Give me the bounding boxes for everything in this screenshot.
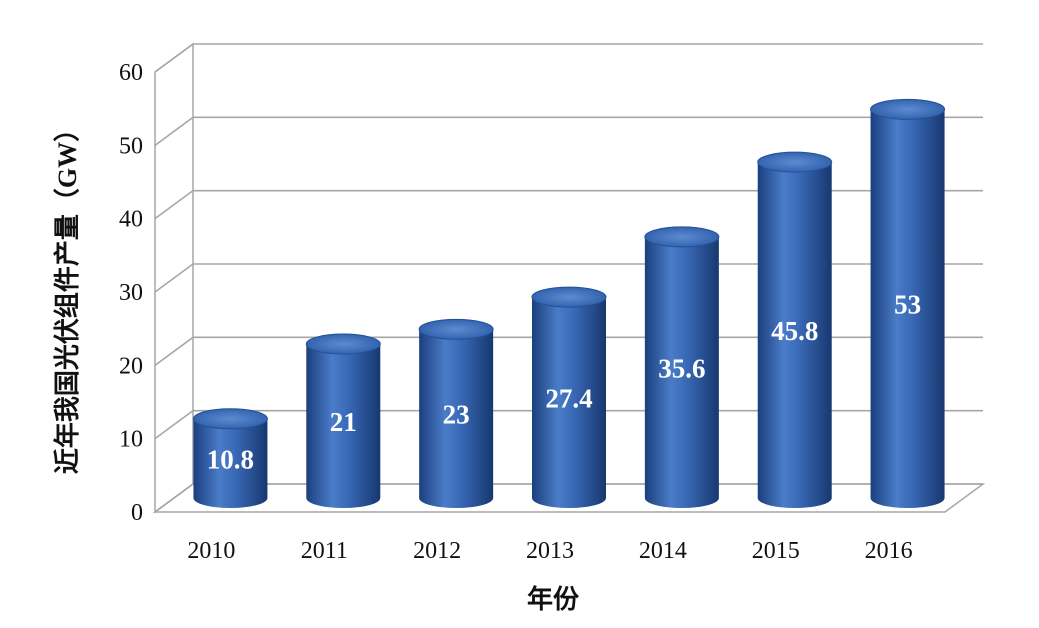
grid-lines: [154, 43, 983, 513]
bar: 45.8: [757, 151, 833, 508]
grid-line: [154, 409, 983, 440]
bar-body: [870, 109, 945, 508]
y-tick-label: 20: [119, 353, 143, 379]
y-tick-label: 60: [119, 60, 143, 86]
x-tick-label: 2015: [752, 538, 800, 564]
x-tick-label: 2012: [413, 538, 461, 564]
bar: 35.6: [644, 226, 720, 508]
bar-top: [757, 151, 833, 173]
y-axis-title: 近年我国光伏组件产量（GW）: [52, 116, 82, 474]
bar-body: [306, 344, 381, 508]
data-label: 21: [330, 407, 357, 437]
data-label: 27.4: [545, 384, 592, 414]
bar: 53: [870, 98, 946, 508]
x-tick-label: 2011: [301, 538, 348, 564]
grid-line: [154, 116, 983, 146]
bar: 10.8: [192, 408, 268, 508]
y-tick-label: 0: [131, 500, 143, 526]
y-tick-label: 30: [119, 280, 143, 306]
data-label: 10.8: [207, 444, 254, 474]
y-tick-label: 10: [119, 427, 143, 453]
grid-line: [154, 263, 983, 293]
x-axis-title: 年份: [527, 584, 579, 614]
bar-top: [192, 408, 268, 430]
x-tick-label: 2014: [639, 538, 687, 564]
bar-body: [757, 162, 832, 508]
grid-line: [154, 43, 983, 73]
y-tick-label: 40: [119, 207, 143, 233]
bar-body: [532, 297, 606, 508]
y-tick-label: 50: [119, 133, 143, 159]
grid-line: [154, 483, 983, 513]
bar: 23: [418, 318, 494, 508]
bar-body: [419, 329, 494, 508]
grid-line: [154, 189, 983, 220]
bar-top: [870, 98, 946, 120]
grid-line: [154, 336, 983, 366]
bar: 27.4: [531, 286, 607, 508]
data-label: 53: [894, 290, 921, 320]
bar-top: [418, 318, 494, 340]
bar-top: [644, 226, 720, 248]
x-tick-label: 2016: [865, 538, 913, 564]
y-axis-ticks: 0 10 20 30 40 50 60: [119, 60, 143, 526]
data-label: 23: [443, 400, 470, 430]
bars: 10.8 21 23 27.4 35.6 45.8 53: [192, 98, 946, 508]
bar-top: [531, 286, 607, 308]
bar-body: [644, 236, 719, 508]
data-label: 45.8: [771, 316, 818, 346]
bar: 21: [305, 333, 381, 508]
x-axis-ticks: 2010 2011 2012 2013 2014 2015 2016: [187, 538, 912, 564]
bar-top: [305, 333, 381, 355]
bar-body: [193, 418, 268, 508]
x-tick-label: 2010: [187, 538, 235, 564]
x-tick-label: 2013: [526, 538, 574, 564]
data-label: 35.6: [658, 353, 705, 383]
